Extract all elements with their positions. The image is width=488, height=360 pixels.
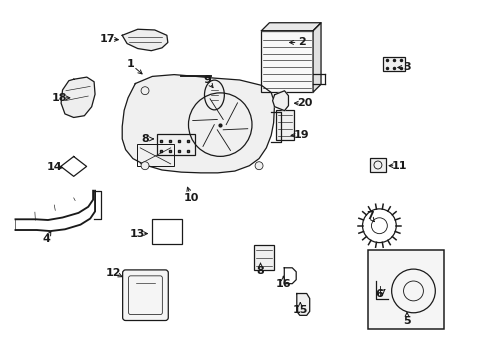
Polygon shape	[272, 91, 288, 111]
FancyArrowPatch shape	[281, 276, 285, 281]
Text: 4: 4	[42, 234, 50, 244]
Ellipse shape	[204, 80, 224, 110]
FancyArrowPatch shape	[186, 187, 190, 192]
Text: 16: 16	[275, 279, 290, 289]
Polygon shape	[61, 77, 95, 117]
FancyBboxPatch shape	[122, 270, 168, 320]
Text: 10: 10	[183, 193, 199, 203]
FancyArrowPatch shape	[298, 302, 302, 306]
FancyArrowPatch shape	[149, 137, 153, 141]
FancyArrowPatch shape	[289, 41, 294, 44]
Text: 15: 15	[292, 305, 307, 315]
Bar	[137, 144, 174, 166]
Circle shape	[255, 162, 263, 170]
Bar	[157, 134, 194, 156]
Polygon shape	[296, 293, 309, 315]
Text: 18: 18	[51, 93, 67, 103]
Bar	[152, 220, 182, 244]
Text: 12: 12	[105, 268, 121, 278]
Text: 20: 20	[297, 98, 312, 108]
FancyArrowPatch shape	[404, 312, 408, 316]
Bar	[382, 57, 404, 71]
Text: 8: 8	[256, 266, 264, 276]
Bar	[367, 249, 443, 329]
Bar	[254, 246, 273, 270]
Text: 13: 13	[130, 229, 145, 239]
Text: 11: 11	[391, 161, 407, 171]
Text: 8: 8	[142, 134, 149, 144]
Bar	[275, 110, 293, 140]
FancyArrowPatch shape	[369, 217, 373, 222]
Polygon shape	[312, 23, 320, 92]
FancyArrowPatch shape	[66, 96, 70, 100]
FancyArrowPatch shape	[290, 134, 294, 137]
Circle shape	[141, 162, 149, 170]
FancyArrowPatch shape	[59, 166, 62, 170]
FancyArrowPatch shape	[258, 263, 262, 267]
Text: 17: 17	[100, 34, 115, 44]
Polygon shape	[122, 29, 167, 51]
FancyArrowPatch shape	[143, 231, 147, 235]
Bar	[369, 158, 385, 172]
FancyArrowPatch shape	[388, 164, 392, 168]
Text: 3: 3	[403, 63, 410, 72]
FancyArrowPatch shape	[114, 37, 118, 41]
FancyArrowPatch shape	[118, 273, 122, 277]
Text: 6: 6	[375, 289, 383, 299]
Circle shape	[141, 87, 149, 95]
Polygon shape	[122, 75, 274, 173]
Text: 2: 2	[297, 37, 305, 48]
Bar	[261, 31, 312, 92]
Text: 5: 5	[403, 316, 410, 326]
Text: 14: 14	[46, 162, 62, 172]
FancyArrowPatch shape	[47, 231, 51, 236]
Text: 19: 19	[293, 130, 309, 140]
Polygon shape	[261, 23, 320, 31]
FancyArrowPatch shape	[380, 289, 384, 294]
FancyArrowPatch shape	[136, 68, 142, 74]
FancyArrowPatch shape	[294, 101, 298, 105]
Text: 1: 1	[126, 59, 134, 69]
FancyArrowPatch shape	[397, 66, 401, 69]
Text: 7: 7	[365, 211, 373, 221]
Text: 9: 9	[203, 75, 211, 85]
FancyArrowPatch shape	[209, 84, 213, 87]
